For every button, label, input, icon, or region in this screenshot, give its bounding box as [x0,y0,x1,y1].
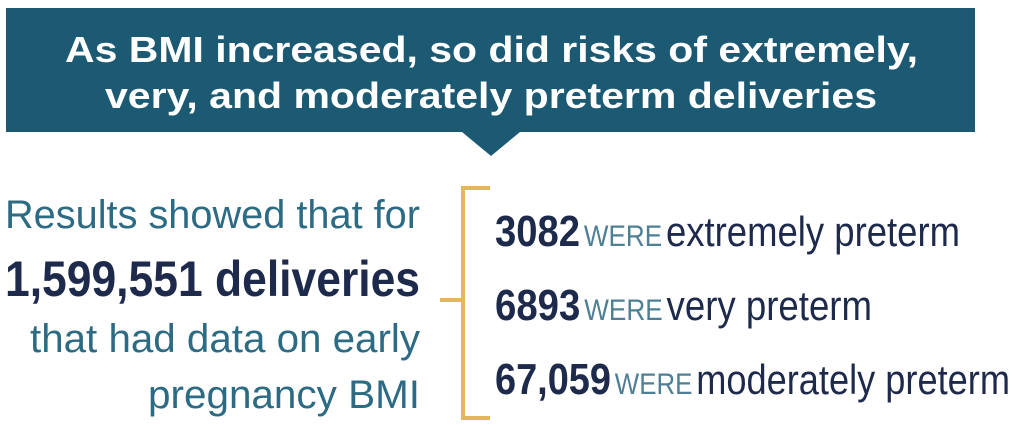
result-label: moderately preterm [696,356,1010,403]
result-label: very preterm [667,282,872,329]
result-count: 3082 [495,207,580,256]
result-row: 6893 WERE very preterm [495,281,872,330]
result-connector: WERE [584,220,662,253]
summary-line: that had data on early [30,317,420,361]
result-count: 67,059 [495,355,611,404]
result-connector: WERE [615,368,693,401]
bracket [440,186,490,420]
result-label: extremely preterm [666,208,960,255]
result-count: 6893 [495,281,580,330]
result-connector: WERE [584,294,662,327]
banner-title: very, and moderately preterm deliveries [105,75,877,116]
banner [6,8,975,156]
summary-highlight: 1,599,551 deliveries [5,251,420,307]
banner-title: As BMI increased, so did risks of extrem… [65,29,918,70]
summary-line: Results showed that for [5,193,420,237]
result-row: 3082 WERE extremely preterm [495,207,960,256]
summary-line: pregnancy BMI [148,373,420,417]
result-row: 67,059 WERE moderately preterm [495,355,1010,404]
